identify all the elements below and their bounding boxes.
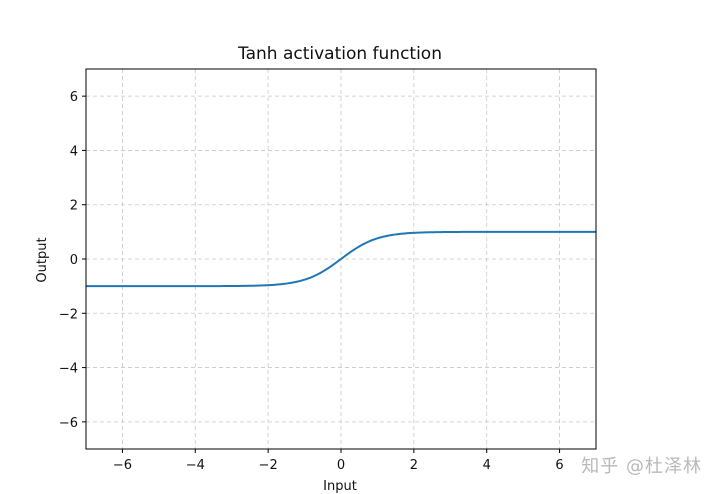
x-tick-label: −6	[113, 458, 132, 473]
y-axis-label: Output	[35, 237, 50, 282]
y-tick-label: 4	[70, 144, 78, 159]
y-axis-ticks: −6 −4 −2 0 2 4 6	[59, 90, 86, 431]
x-tick-label: −2	[259, 458, 278, 473]
y-tick-label: 0	[70, 253, 78, 268]
x-tick-label: 0	[337, 458, 345, 473]
x-tick-label: −4	[186, 458, 205, 473]
grid-lines	[86, 69, 596, 449]
x-axis-ticks: −6 −4 −2 0 2 4 6	[113, 449, 564, 473]
y-tick-label: −2	[59, 307, 78, 322]
x-axis-label: Input	[323, 479, 357, 494]
y-tick-label: −6	[59, 416, 78, 431]
x-tick-label: 4	[483, 458, 491, 473]
plot-frame	[85, 68, 597, 450]
x-tick-label: 2	[410, 458, 418, 473]
x-tick-label: 6	[555, 458, 563, 473]
y-tick-label: 6	[70, 90, 78, 105]
watermark-text: 知乎 @杜泽林	[581, 456, 702, 477]
chart-title: Tanh activation function	[237, 44, 442, 64]
tanh-series-line	[86, 230, 596, 288]
y-tick-label: −4	[59, 362, 78, 377]
y-tick-label: 2	[70, 199, 78, 214]
